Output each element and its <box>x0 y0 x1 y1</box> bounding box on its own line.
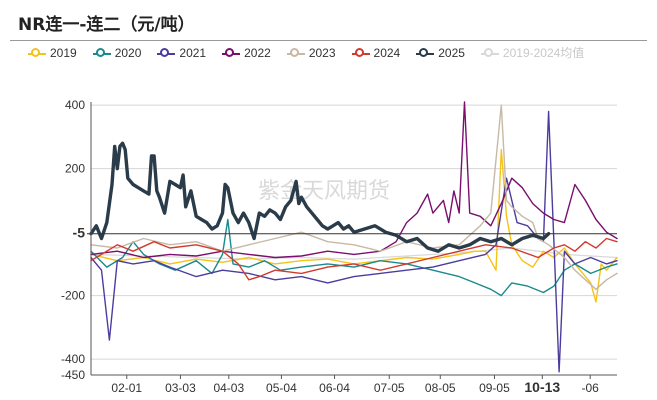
legend-item-2020[interactable]: 2020 <box>92 44 142 61</box>
x-tick-label: 09-05 <box>479 381 510 395</box>
x-tick-label: 05-04 <box>266 381 297 395</box>
x-tick-label: 03-03 <box>165 381 196 395</box>
axes: 400 200 -5 -200 -400 -450 02-01 03-03 04-03 05-04… <box>61 98 617 395</box>
legend-marker-icon <box>480 47 499 59</box>
legend-label: 2023 <box>308 45 336 60</box>
legend-item-2019[interactable]: 2019 <box>28 44 77 61</box>
legend-marker-icon <box>157 47 176 59</box>
gridlines <box>91 104 617 376</box>
legend-marker-icon <box>92 47 111 59</box>
legend-item-2019-2024均值[interactable]: 2019-2024均值 <box>480 44 585 61</box>
legend-label: 2024 <box>373 45 401 60</box>
legend-label: 2022 <box>244 45 271 60</box>
legend-marker-icon <box>286 47 305 59</box>
legend-item-2024[interactable]: 2024 <box>351 44 401 61</box>
y-tick-label: -400 <box>61 352 85 366</box>
x-tick-label: -06 <box>582 381 600 395</box>
series-line-2019-2024均值 <box>90 247 618 260</box>
x-tick-label: 08-05 <box>425 381 456 395</box>
series-lines <box>89 101 618 373</box>
y-tick-label: 200 <box>65 162 85 176</box>
series-line-2024 <box>90 237 618 281</box>
y-tick-label: -450 <box>61 368 85 382</box>
legend-item-2022[interactable]: 2022 <box>222 44 271 61</box>
x-tick-label: 10-13 <box>524 379 560 395</box>
legend-item-2023[interactable]: 2023 <box>286 44 336 61</box>
title-divider <box>10 40 647 41</box>
legend-label: 2019-2024均值 <box>502 46 585 60</box>
x-tick-label: 06-04 <box>319 381 350 395</box>
legend-label: 2021 <box>179 45 207 60</box>
x-tick-label: 04-03 <box>213 381 244 395</box>
legend-label: 2019 <box>50 45 77 60</box>
series-line-2019 <box>90 148 618 303</box>
legend-marker-icon <box>351 47 370 59</box>
series-line-2022 <box>90 101 618 259</box>
y-tick-label: -200 <box>61 289 85 303</box>
chart-title: NR连一-连二（元/吨） <box>18 15 195 35</box>
y-tick-label: -5 <box>73 225 86 241</box>
series-line-2021 <box>90 110 618 373</box>
legend-item-2025[interactable]: 2025 <box>416 44 465 61</box>
legend-marker-icon <box>222 47 241 59</box>
y-tick-label: 400 <box>65 98 85 112</box>
watermark: 紫金天风期货 <box>258 179 390 204</box>
legend-item-2021[interactable]: 2021 <box>157 44 206 61</box>
legend-label: 2020 <box>114 45 142 60</box>
x-tick-label: 02-01 <box>111 381 142 395</box>
series-line-2025 <box>89 141 551 253</box>
legend-marker-icon <box>28 47 46 59</box>
legend-label: 2025 <box>438 45 465 60</box>
x-tick-label: 07-05 <box>374 381 405 395</box>
legend-marker-icon <box>416 47 435 59</box>
chart-legend: 2019 2020 2021 2022 2023 2024 2025 2019-2024均值 <box>28 44 600 61</box>
